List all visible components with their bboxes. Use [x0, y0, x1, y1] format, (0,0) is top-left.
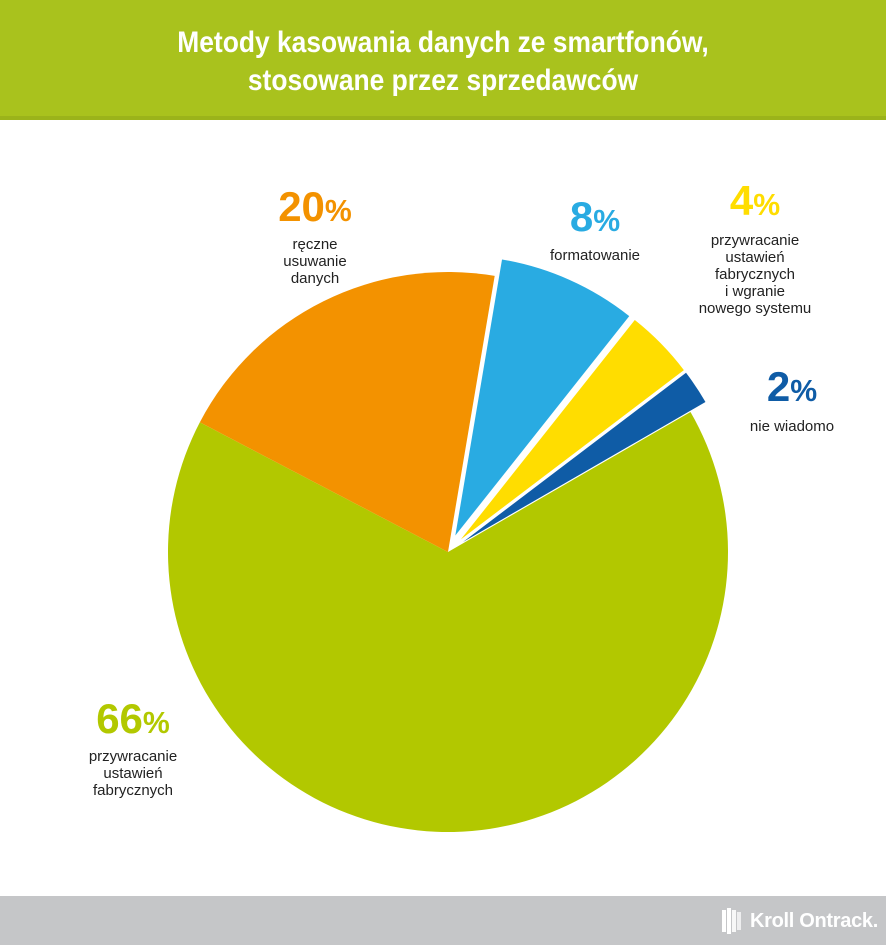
header-divider [0, 116, 886, 120]
slice-unknown [462, 372, 706, 543]
slice-manual-delete [199, 272, 495, 552]
value-label-unknown: 2 [766, 363, 791, 410]
slice-factory-reset [167, 412, 729, 832]
logo-text: Kroll Ontrack. [749, 909, 878, 932]
slice-label-formatting: formatowanie [549, 247, 641, 264]
label-factory-reset: 66% przywracanie ustawień fabrycznych [58, 695, 208, 800]
label-unknown: 2% nie wiadomo [722, 363, 862, 436]
label-reset-reinstall: 4% przywracanie ustawień fabrycznych i w… [680, 177, 830, 318]
slice-reset-reinstall [460, 319, 684, 540]
chart-title: Metody kasowania danych ze smartfonów, s… [53, 24, 833, 100]
percent-sign: % [790, 375, 818, 408]
percent-sign: % [593, 205, 621, 238]
percent-sign: % [142, 707, 170, 740]
kroll-ontrack-logo: Kroll Ontrack. [721, 906, 878, 936]
slice-label-manual-delete: ręczne usuwanie danych [283, 236, 347, 287]
label-formatting: 8% formatowanie [525, 193, 665, 265]
slice-label-factory-reset: przywracanie ustawień fabrycznych [88, 748, 178, 799]
percent-sign: % [753, 189, 781, 222]
percent-sign: % [324, 195, 352, 228]
slice-label-unknown: nie wiadomo [749, 418, 835, 435]
value-label-reset-reinstall: 4 [729, 177, 754, 224]
chart-title-line-1: Metody kasowania danych ze smartfonów, [177, 26, 709, 59]
label-manual-delete: 20% ręczne usuwanie danych [240, 183, 390, 288]
chart-title-line-2: stosowane przez sprzedawców [247, 64, 639, 97]
slice-formatting [455, 259, 630, 536]
book-logo-icon [721, 908, 744, 934]
slice-label-reset-reinstall: przywracanie ustawień fabrycznych i wgra… [698, 232, 812, 317]
value-label-formatting: 8 [569, 193, 594, 240]
value-label-factory-reset: 66 [96, 695, 143, 742]
value-label-manual-delete: 20 [278, 183, 325, 230]
header-bar [0, 0, 886, 118]
